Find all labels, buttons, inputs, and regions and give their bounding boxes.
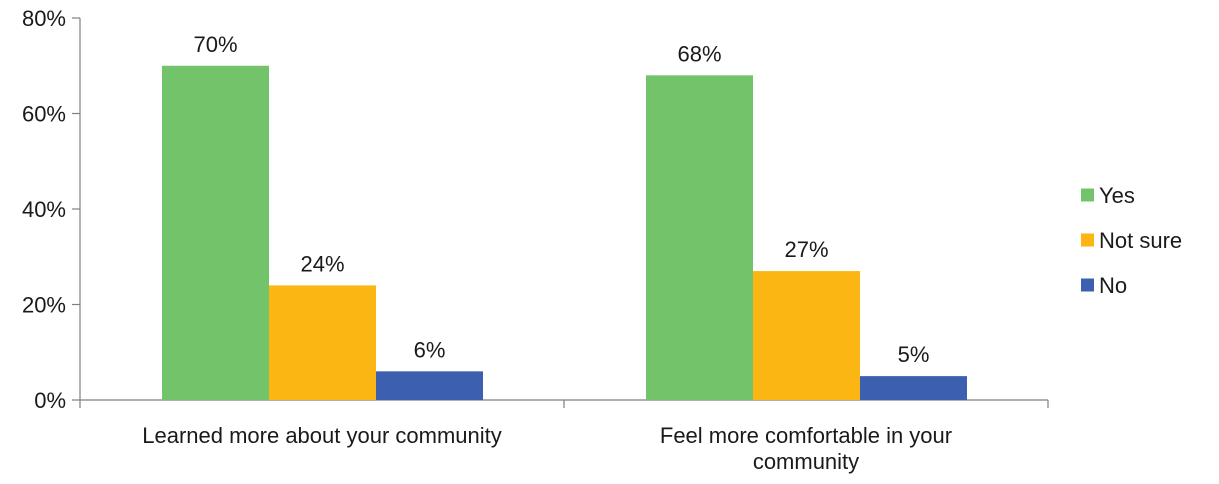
bar-not-sure xyxy=(753,271,860,400)
bar-no xyxy=(376,371,483,400)
y-tick-label: 40% xyxy=(22,197,66,222)
x-category-label: Feel more comfortable in your xyxy=(660,423,952,448)
bar-data-label: 24% xyxy=(300,251,344,276)
bar-yes xyxy=(646,75,753,401)
bar-data-label: 68% xyxy=(677,41,721,66)
legend-label: No xyxy=(1099,273,1127,298)
bar-data-label: 27% xyxy=(784,237,828,262)
bar-not-sure xyxy=(269,285,376,400)
bar-no xyxy=(860,376,967,400)
legend-label: Not sure xyxy=(1099,228,1182,253)
legend-swatch xyxy=(1081,188,1094,202)
x-category-label: Learned more about your community xyxy=(142,423,502,448)
y-tick-label: 60% xyxy=(22,102,66,127)
bar-data-label: 6% xyxy=(414,337,446,362)
legend-swatch xyxy=(1081,278,1094,292)
y-tick-label: 20% xyxy=(22,293,66,318)
y-tick-label: 0% xyxy=(34,388,66,413)
x-category-label: community xyxy=(753,449,859,474)
y-tick-label: 80% xyxy=(22,6,66,31)
bar-data-label: 70% xyxy=(193,32,237,57)
legend-label: Yes xyxy=(1099,183,1135,208)
bar-data-label: 5% xyxy=(898,342,930,367)
legend-swatch xyxy=(1081,233,1094,247)
bar-yes xyxy=(162,65,269,400)
